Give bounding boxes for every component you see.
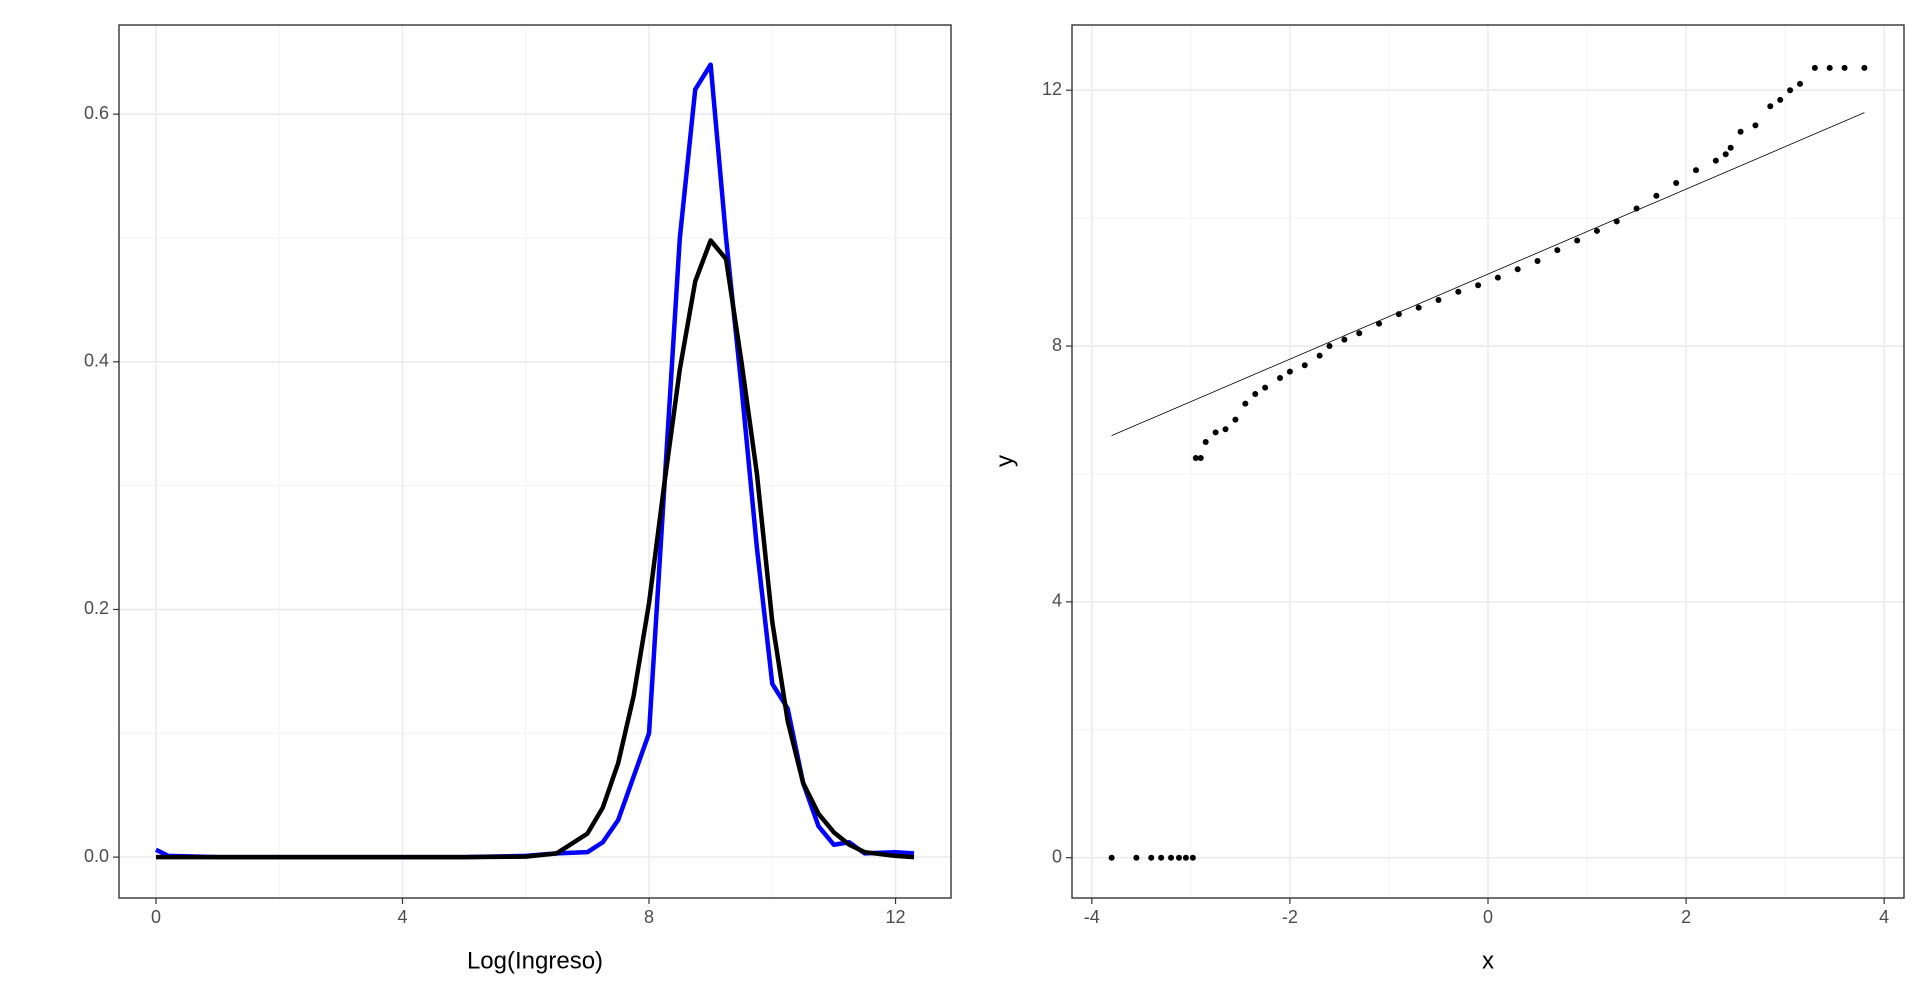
point bbox=[1767, 103, 1774, 110]
panel-border bbox=[1071, 24, 1905, 899]
point bbox=[1212, 429, 1219, 436]
point bbox=[1861, 64, 1868, 71]
y-tick-label: 0.2 bbox=[84, 598, 109, 618]
point bbox=[1175, 854, 1182, 861]
x-tick-label: 8 bbox=[644, 907, 654, 927]
point bbox=[1722, 151, 1729, 158]
y-tick-label: 4 bbox=[1052, 591, 1062, 611]
point bbox=[1593, 227, 1600, 234]
point bbox=[1286, 368, 1293, 375]
y-tick-label: 0.4 bbox=[84, 351, 109, 371]
point bbox=[1727, 144, 1734, 151]
point bbox=[1341, 336, 1348, 343]
y-tick-label: 0.0 bbox=[84, 846, 109, 866]
point bbox=[1777, 96, 1784, 103]
point bbox=[1574, 237, 1581, 244]
point bbox=[1797, 80, 1803, 87]
point bbox=[1415, 304, 1422, 311]
point bbox=[1202, 438, 1209, 445]
point bbox=[1158, 854, 1165, 861]
point bbox=[1494, 274, 1501, 281]
point bbox=[1826, 64, 1833, 71]
point bbox=[1673, 179, 1680, 186]
x-axis-title: x bbox=[1482, 947, 1494, 974]
panel-background bbox=[119, 25, 951, 898]
point bbox=[1752, 122, 1759, 129]
point bbox=[1475, 282, 1482, 289]
point bbox=[1514, 266, 1521, 273]
point bbox=[1232, 416, 1239, 423]
y-tick-label: 0 bbox=[1052, 846, 1062, 866]
x-tick-label: -2 bbox=[1282, 907, 1298, 927]
density-line bbox=[155, 238, 915, 860]
point bbox=[1613, 218, 1620, 225]
point bbox=[1222, 426, 1229, 433]
point bbox=[1197, 454, 1204, 461]
point bbox=[1277, 375, 1283, 382]
point bbox=[1693, 167, 1699, 174]
x-axis-title: Log(Ingreso) bbox=[467, 947, 603, 974]
point bbox=[1633, 205, 1640, 212]
x-tick-label: 0 bbox=[151, 907, 161, 927]
point bbox=[1787, 87, 1794, 94]
point bbox=[1182, 854, 1189, 861]
point bbox=[1395, 311, 1402, 318]
point bbox=[1534, 257, 1541, 264]
point bbox=[1554, 247, 1561, 254]
y-tick-label: 12 bbox=[1042, 79, 1062, 99]
point bbox=[1242, 400, 1249, 407]
point bbox=[1168, 854, 1175, 861]
point bbox=[1455, 288, 1462, 295]
point bbox=[1252, 391, 1259, 398]
point bbox=[1189, 854, 1196, 861]
point bbox=[1653, 192, 1660, 199]
reference-line bbox=[1111, 112, 1865, 436]
point bbox=[1108, 854, 1115, 861]
panel-border bbox=[118, 24, 952, 899]
point bbox=[1316, 352, 1323, 359]
x-tick-label: -4 bbox=[1084, 907, 1100, 927]
point bbox=[1326, 343, 1333, 350]
point bbox=[1376, 320, 1383, 327]
point bbox=[1811, 64, 1818, 71]
y-axis-title: y bbox=[991, 455, 1018, 467]
x-tick-label: 0 bbox=[1483, 907, 1493, 927]
x-tick-label: 2 bbox=[1681, 907, 1691, 927]
x-tick-label: 12 bbox=[886, 907, 906, 927]
point bbox=[1712, 157, 1719, 164]
y-tick-label: 0.6 bbox=[84, 103, 109, 123]
x-tick-label: 4 bbox=[1879, 907, 1889, 927]
point bbox=[1841, 64, 1848, 71]
point bbox=[1737, 128, 1744, 135]
point bbox=[1192, 454, 1199, 461]
point bbox=[1356, 330, 1363, 337]
point bbox=[1435, 297, 1442, 304]
point bbox=[1301, 362, 1308, 369]
x-tick-label: 4 bbox=[397, 907, 407, 927]
point bbox=[1148, 854, 1155, 861]
point bbox=[1133, 854, 1140, 861]
point bbox=[1262, 384, 1269, 391]
y-tick-label: 8 bbox=[1052, 335, 1062, 355]
